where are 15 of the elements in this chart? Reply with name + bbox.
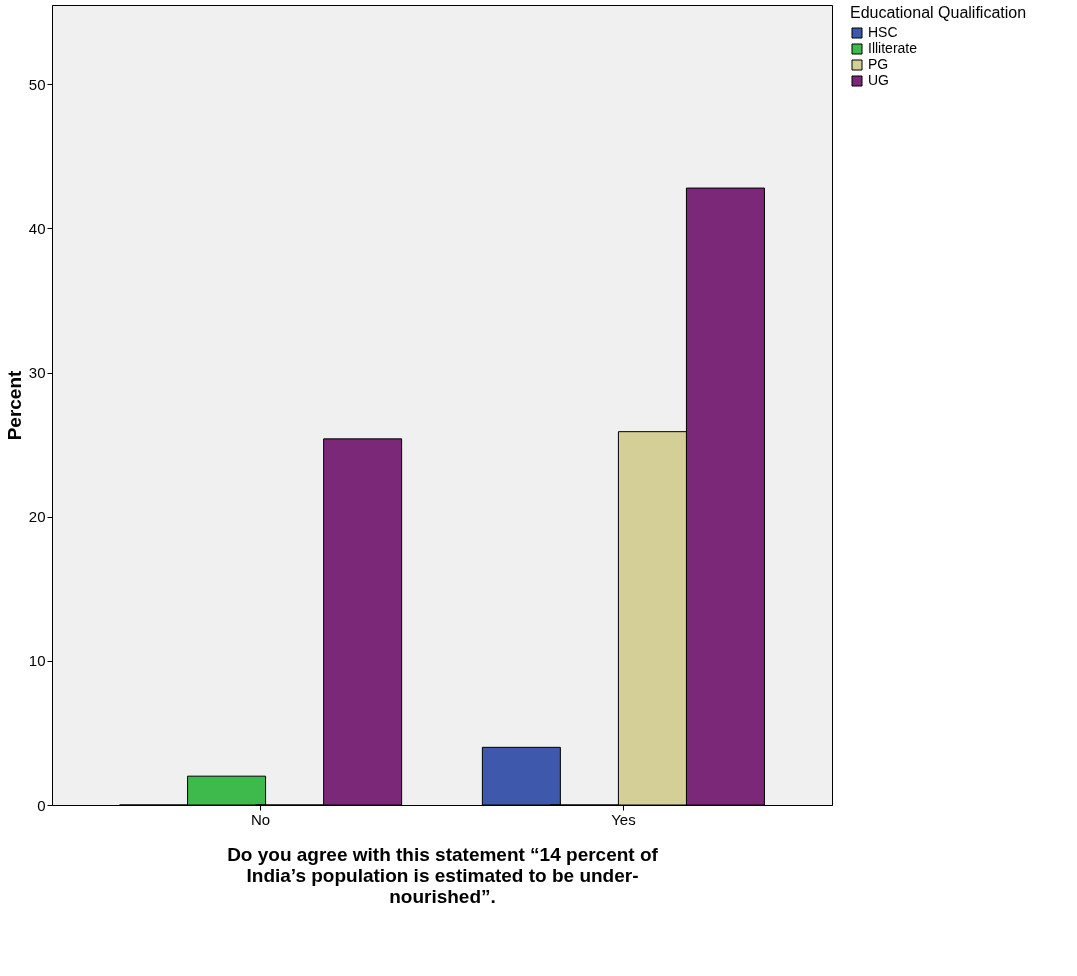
y-tick-label: 50: [28, 75, 46, 93]
x-tick-label: Yes: [611, 810, 636, 828]
y-tick-label: 30: [28, 364, 46, 382]
x-axis-title: Do you agree with this statement “14 percent of India’s population is estimated to be under-nourished”.: [227, 843, 659, 907]
legend-label: UG: [868, 72, 889, 88]
legend-label: Illiterate: [868, 40, 918, 56]
y-tick-label: 40: [28, 219, 46, 237]
y-axis-title: Percent: [3, 369, 25, 441]
legend-label: PG: [868, 56, 889, 72]
x-tick-label: No: [251, 810, 271, 828]
legend-title: Educational Qualification: [850, 4, 1027, 21]
y-tick-label: 0: [37, 796, 46, 814]
y-tick-label: 10: [28, 652, 46, 670]
legend-label: HSC: [868, 24, 898, 40]
y-tick-label: 20: [28, 508, 46, 526]
